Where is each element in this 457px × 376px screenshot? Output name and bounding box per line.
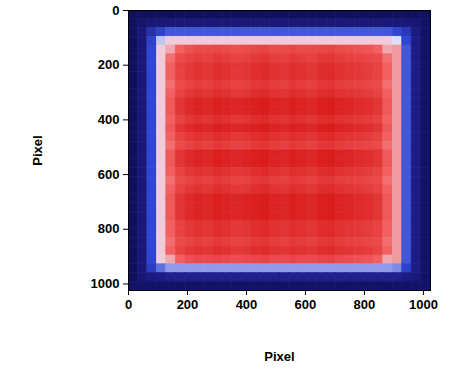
svg-text:400: 400 [236,297,258,312]
svg-text:1000: 1000 [91,276,120,291]
svg-text:200: 200 [98,57,120,72]
svg-text:200: 200 [177,297,199,312]
svg-text:Pixel: Pixel [264,349,294,364]
svg-text:0: 0 [112,3,119,18]
svg-text:600: 600 [295,297,317,312]
svg-text:800: 800 [98,221,120,236]
svg-text:800: 800 [354,297,376,312]
svg-text:Pixel: Pixel [30,135,45,165]
svg-text:1000: 1000 [409,297,438,312]
svg-text:0: 0 [125,297,132,312]
svg-text:400: 400 [98,112,120,127]
svg-text:600: 600 [98,167,120,182]
